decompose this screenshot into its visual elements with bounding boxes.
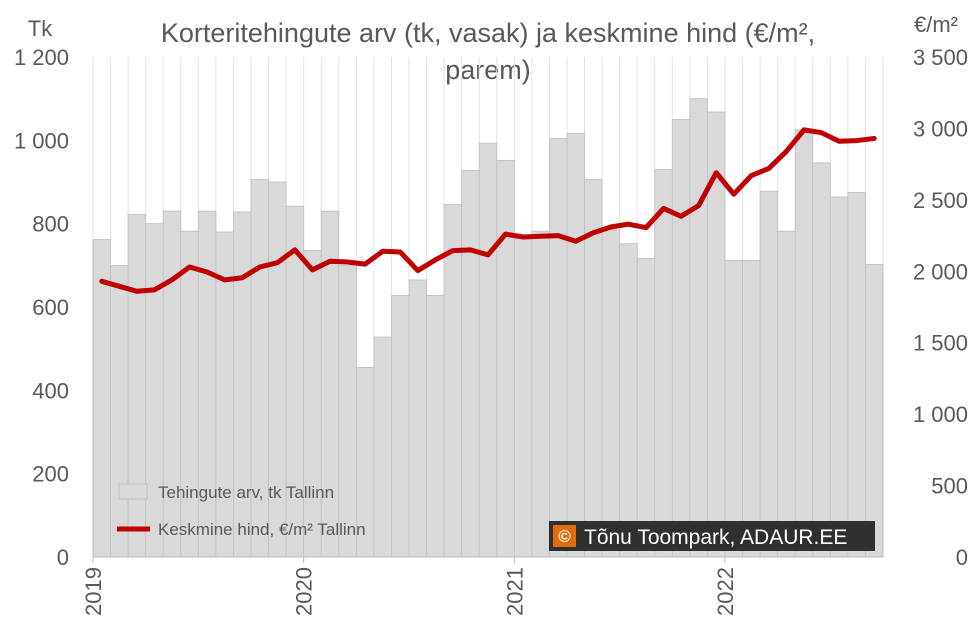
bar-2020-06: [391, 294, 410, 558]
bar-2019-03: [127, 214, 147, 558]
bar-2020-09: [443, 204, 463, 558]
bar-2020-08: [426, 294, 445, 558]
x-tick-label: 2021: [502, 567, 527, 616]
left-tick-label: 1 200: [14, 45, 69, 70]
bar-2022-04: [777, 230, 796, 558]
bar-2021-03: [549, 137, 568, 558]
bar-2022-08: [847, 192, 866, 558]
bar-2020-12: [496, 159, 515, 558]
x-tick-label: 2022: [713, 567, 738, 616]
bar-2020-05: [373, 336, 392, 558]
right-tick-label: 500: [931, 474, 968, 499]
right-tick-label: 2 000: [913, 259, 968, 284]
credit-text: Tõnu Toompark, ADAUR.EE: [584, 526, 847, 549]
left-tick-label: 600: [32, 295, 69, 320]
bar-2020-11: [478, 142, 498, 558]
bar-2020-03: [338, 264, 357, 558]
legend-label-bars: Tehingute arv, tk Tallinn: [158, 483, 334, 502]
credit-badge: © Tõnu Toompark, ADAUR.EE: [549, 521, 875, 551]
credit-box: [549, 521, 875, 551]
bar-2019-06: [180, 230, 199, 558]
bar-2022-06: [812, 162, 831, 558]
right-tick-label: 0: [956, 545, 968, 570]
bar-2021-10: [671, 119, 691, 558]
bar-2019-02: [110, 264, 129, 558]
bar-2020-07: [408, 279, 427, 558]
legend-label-line: Keskmine hind, €/m² Tallinn: [158, 520, 366, 539]
right-tick-label: 3 000: [913, 116, 968, 141]
bar-2019-05: [162, 210, 182, 558]
left-axis-unit: Tk: [28, 16, 53, 41]
copyright-symbol: ©: [558, 527, 571, 546]
bar-2019-09: [233, 211, 252, 558]
chart-title-line-2: parem): [445, 55, 531, 85]
bar-2021-04: [566, 132, 585, 558]
right-tick-label: 3 500: [913, 45, 968, 70]
bar-2020-10: [461, 169, 480, 558]
bar-2019-01: [92, 239, 111, 558]
legend-swatch-bars: [118, 483, 148, 500]
bar-2019-07: [197, 210, 217, 558]
bar-2021-06: [601, 229, 621, 558]
bar-2019-04: [145, 223, 164, 558]
left-axis-ticks: 0 200 400 600 800 1 000 1 200: [14, 45, 69, 570]
right-axis-unit: €/m²: [914, 12, 958, 37]
bar-2022-05: [794, 129, 814, 558]
chart-title-line-1: Korteritehingute arv (tk, vasak) ja kesk…: [161, 18, 815, 48]
left-tick-label: 0: [57, 545, 69, 570]
legend: Tehingute arv, tk Tallinn Keskmine hind,…: [117, 483, 366, 539]
bar-2021-02: [531, 230, 550, 558]
right-tick-label: 1 000: [913, 402, 968, 427]
bar-2022-07: [829, 196, 849, 558]
right-tick-label: 1 500: [913, 331, 968, 356]
bar-2022-09: [865, 264, 884, 558]
bar-2022-01: [724, 259, 743, 558]
right-axis-ticks: 0 500 1 000 1 500 2 000 2 500 3 000 3 500: [913, 45, 968, 570]
bar-2022-02: [742, 259, 761, 558]
line-series-price: [99, 127, 877, 294]
bar-2021-07: [619, 243, 638, 558]
left-tick-label: 200: [32, 462, 69, 487]
left-tick-label: 1 000: [14, 128, 69, 153]
bar-2020-01: [303, 249, 322, 558]
x-tick-label: 2019: [81, 567, 106, 616]
left-tick-label: 800: [32, 212, 69, 237]
x-tick-label: 2020: [292, 567, 317, 616]
bar-2021-01: [513, 235, 533, 558]
bar-2022-03: [759, 190, 779, 558]
copyright-icon: [553, 525, 576, 547]
bar-2021-11: [689, 98, 708, 558]
right-tick-label: 2 500: [913, 188, 968, 213]
x-axis-ticks: 2019 2020 2021 2022: [81, 557, 738, 616]
bar-2021-09: [654, 169, 673, 558]
left-tick-label: 400: [32, 378, 69, 403]
bar-2021-08: [636, 257, 656, 558]
price-line: [99, 127, 877, 294]
